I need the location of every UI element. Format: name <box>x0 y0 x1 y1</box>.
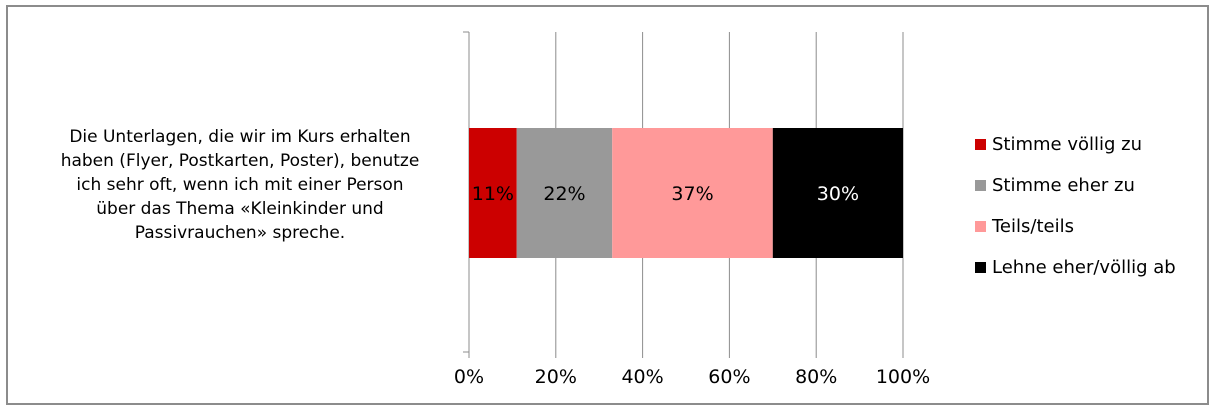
legend-label: Stimme völlig zu <box>992 134 1142 155</box>
legend-label: Teils/teils <box>991 216 1074 237</box>
x-tick-label: 20% <box>535 366 577 388</box>
data-label: 11% <box>472 183 514 205</box>
data-label: 22% <box>543 183 585 205</box>
axis-layer: 0% 20% 40% 60% 80% 100% <box>454 31 930 388</box>
bar-segment-2 <box>516 128 613 258</box>
legend-swatch <box>975 262 986 273</box>
bar-layer <box>469 128 903 258</box>
bar-segment-3 <box>612 128 773 258</box>
legend: Stimme völlig zu Stimme eher zu Teils/teil… <box>975 134 1176 278</box>
category-label-line: haben (Flyer, Postkarten, Poster), benut… <box>61 151 420 171</box>
label-layer: 11% 22% 37% 30% <box>472 183 859 205</box>
category-label-line: Die Unterlagen, die wir im Kurs erhalten <box>69 127 410 147</box>
category-label-line: Passivrauchen» spreche. <box>135 223 345 243</box>
legend-swatch <box>975 221 986 232</box>
x-tick-label: 100% <box>876 366 930 388</box>
bar-segment-4 <box>772 128 903 258</box>
category-label: Die Unterlagen, die wir im Kurs erhalten… <box>61 127 420 243</box>
legend-label: Stimme eher zu <box>992 175 1135 196</box>
x-tick-label: 60% <box>708 366 750 388</box>
data-label: 37% <box>671 183 713 205</box>
bar-segment-1 <box>469 128 517 258</box>
category-label-line: über das Thema «Kleinkinder und <box>96 199 383 219</box>
x-tick-label: 40% <box>621 366 663 388</box>
legend-swatch <box>975 139 986 150</box>
x-tick-label: 80% <box>795 366 837 388</box>
legend-label: Lehne eher/völlig ab <box>992 257 1176 278</box>
data-label: 30% <box>817 183 859 205</box>
legend-swatch <box>975 180 986 191</box>
category-label-line: ich sehr oft, wenn ich mit einer Person <box>76 175 403 195</box>
x-tick-label: 0% <box>454 366 484 388</box>
